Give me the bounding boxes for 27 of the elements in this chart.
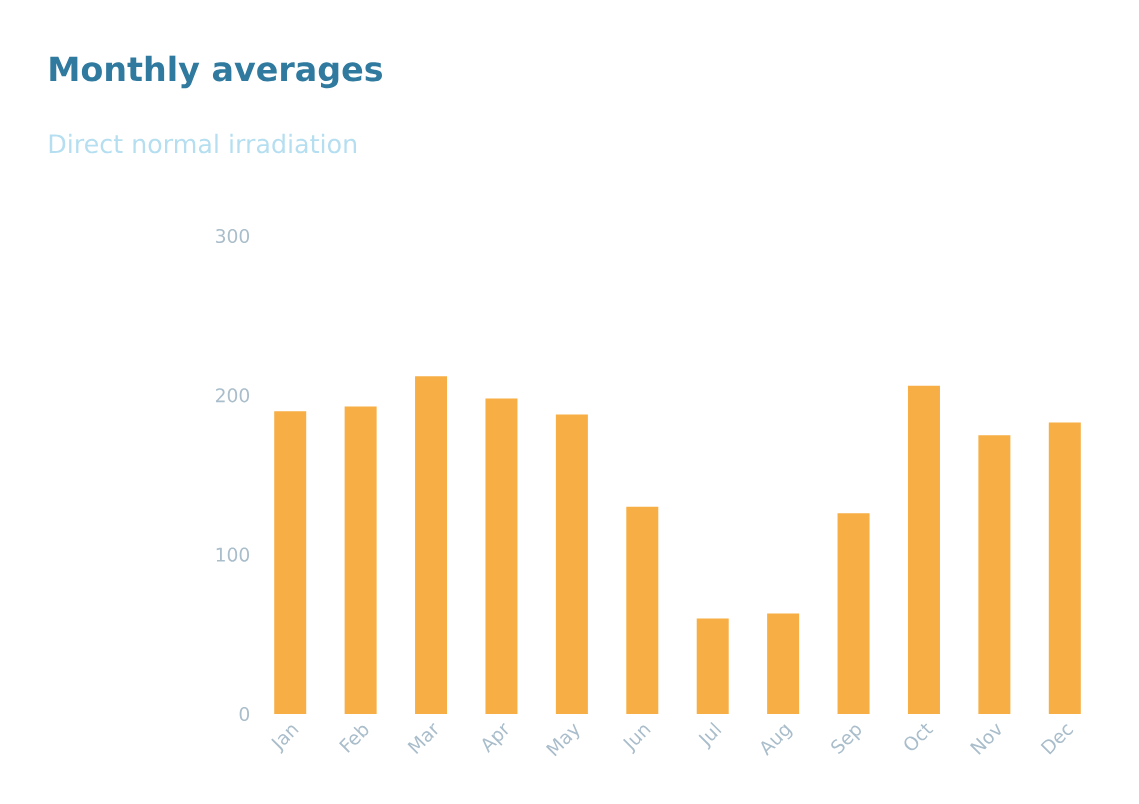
x-tick-label: Dec xyxy=(1040,724,1074,755)
chart-subtitle: Direct normal irradiation xyxy=(49,133,356,154)
bar xyxy=(344,406,377,714)
x-tick-label: Apr xyxy=(482,722,509,754)
bar xyxy=(555,414,588,714)
y-tick-label: 0 xyxy=(239,706,250,722)
bar xyxy=(696,618,729,714)
x-tick-label: Sep xyxy=(831,725,861,754)
bar xyxy=(626,506,659,714)
bar xyxy=(837,513,870,714)
x-tick-label: Jul xyxy=(698,721,722,750)
bar xyxy=(415,376,448,714)
x-tick-label: Jun xyxy=(622,725,651,755)
bar xyxy=(274,411,307,714)
bar xyxy=(767,613,800,714)
bar xyxy=(978,435,1011,714)
bar xyxy=(1048,422,1081,714)
y-tick-label: 100 xyxy=(216,547,250,562)
bar xyxy=(485,398,518,714)
x-tick-label: Oct xyxy=(904,723,934,751)
y-tick-label: 300 xyxy=(216,228,250,244)
x-tick-label: Jan xyxy=(271,725,299,754)
bar xyxy=(907,385,940,714)
chart-title: Monthly averages xyxy=(50,55,382,89)
y-tick-label: 200 xyxy=(216,388,250,403)
x-tick-label: Mar xyxy=(407,722,438,754)
x-tick-label: Feb xyxy=(338,725,369,753)
